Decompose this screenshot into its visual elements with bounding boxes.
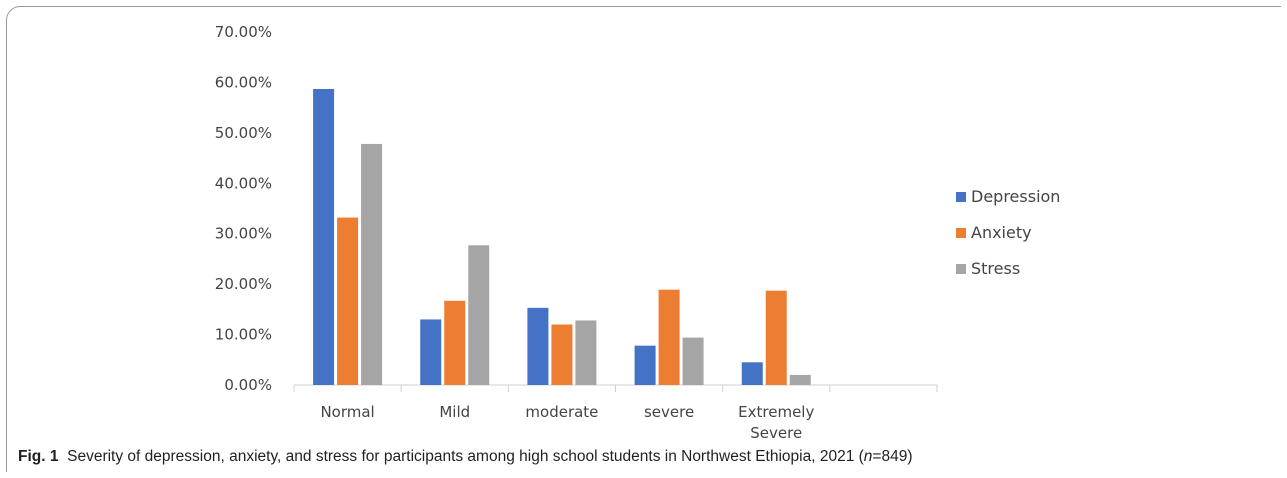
bar-anxiety-normal bbox=[337, 217, 359, 385]
legend-swatch-stress bbox=[956, 264, 966, 274]
y-tick-label: 10.00% bbox=[215, 326, 272, 344]
bar-anxiety-moderate bbox=[551, 324, 573, 385]
bar-stress-severe bbox=[682, 337, 704, 385]
legend-label-stress: Stress bbox=[971, 259, 1020, 278]
bar-chart: 0.00% 10.00% 20.00% 30.00% 40.00% 50.00% 60.00… bbox=[215, 23, 1061, 442]
figure-frame bbox=[6, 6, 1281, 472]
y-tick-label: 0.00% bbox=[224, 376, 272, 394]
x-tick-label-line: moderate bbox=[525, 403, 598, 421]
legend-swatch-depression bbox=[956, 192, 966, 202]
caption-label: Fig. 1 bbox=[18, 448, 59, 465]
caption-text-end: =849) bbox=[872, 448, 913, 465]
x-tick-label: Mild bbox=[439, 403, 470, 421]
caption-text: Severity of depression, anxiety, and str… bbox=[67, 448, 864, 465]
legend-swatch-anxiety bbox=[956, 228, 966, 238]
legend-label-anxiety: Anxiety bbox=[971, 223, 1032, 242]
bar-depression-severe bbox=[634, 345, 656, 385]
legend-label-depression: Depression bbox=[971, 187, 1060, 206]
bar-depression-mild bbox=[420, 319, 442, 385]
bar-anxiety-extremely-severe bbox=[765, 290, 787, 385]
y-tick-label: 40.00% bbox=[215, 174, 272, 192]
bar-anxiety-severe bbox=[658, 289, 680, 385]
bar-stress-moderate bbox=[575, 320, 597, 385]
bar-depression-moderate bbox=[527, 307, 549, 385]
x-tick-label-line: Severe bbox=[750, 424, 802, 442]
x-tick-label: Extremely Severe bbox=[738, 403, 814, 442]
x-tick-label-line: Mild bbox=[439, 403, 470, 421]
bar-stress-mild bbox=[468, 245, 490, 385]
x-tick-label: Normal bbox=[320, 403, 374, 421]
x-tick-label: moderate bbox=[525, 403, 598, 421]
x-axis: Normal Mild moderate severe Extremely Severe bbox=[293, 384, 938, 442]
x-tick-label: severe bbox=[644, 403, 694, 421]
bar-depression-normal bbox=[313, 88, 335, 385]
y-axis: 0.00% 10.00% 20.00% 30.00% 40.00% 50.00% 60.00… bbox=[215, 23, 272, 394]
y-tick-label: 20.00% bbox=[215, 275, 272, 293]
figure-caption: Fig. 1 Severity of depression, anxiety, … bbox=[18, 448, 912, 466]
y-tick-label: 30.00% bbox=[215, 225, 272, 243]
y-tick-label: 60.00% bbox=[215, 73, 272, 91]
y-tick-label: 70.00% bbox=[215, 23, 272, 41]
x-tick-label-line: Extremely bbox=[738, 403, 814, 421]
bar-stress-normal bbox=[361, 143, 383, 385]
bar-anxiety-mild bbox=[444, 300, 466, 385]
bar-stress-extremely-severe bbox=[789, 374, 811, 385]
legend: Depression Anxiety Stress bbox=[956, 187, 1060, 278]
y-tick-label: 50.00% bbox=[215, 124, 272, 142]
caption-n: n bbox=[863, 448, 873, 465]
x-tick-label-line: Normal bbox=[320, 403, 374, 421]
bars bbox=[313, 88, 811, 385]
x-tick-label-line: severe bbox=[644, 403, 694, 421]
bar-depression-extremely-severe bbox=[741, 362, 763, 385]
